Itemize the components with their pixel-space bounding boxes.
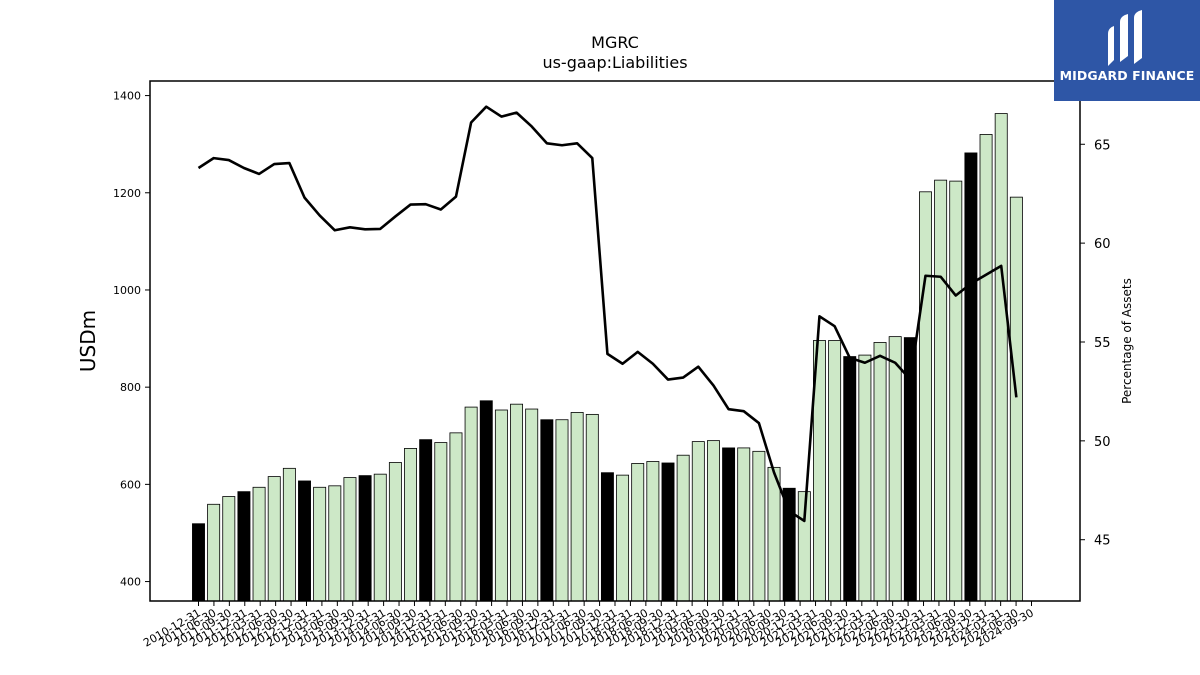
bar [782,487,796,602]
y-tick-label: 400 [120,576,141,589]
bar [691,441,705,602]
bar [555,419,569,602]
bar [752,450,766,602]
line-layer [197,105,1018,523]
y2-tick-label: 45 [1094,534,1111,549]
y2-tick-label: 60 [1094,237,1111,252]
bar [979,134,993,602]
bar [343,477,357,602]
bar [964,152,978,602]
bar [585,413,599,602]
bar [631,463,645,602]
bar [358,475,372,602]
left-axis: 400 600 800 1000 1200 1400 [113,90,150,589]
bar [388,462,402,602]
chart-title: MGRC [591,33,639,52]
bar [298,480,311,602]
bar [404,448,417,602]
bar [858,354,872,602]
bar [267,476,281,602]
bar [192,523,205,602]
bar [722,447,736,602]
bar [919,191,932,602]
y-tick-label: 600 [120,478,141,491]
bar [1009,196,1023,602]
bar [252,486,266,602]
bar [616,474,630,602]
bar [737,447,751,602]
bar [873,342,887,602]
y-tick-label: 1400 [113,90,141,103]
bar [510,403,524,602]
y-tick-label: 800 [120,381,141,394]
bar [934,179,948,602]
bar [570,412,584,602]
bar [600,472,614,602]
bar [661,462,675,602]
bar [222,496,236,602]
brand-logo: MIDGARD FINANCE [1054,0,1200,101]
bar [328,485,342,602]
right-axis: 45 50 55 60 65 [1080,138,1111,549]
bar [434,442,448,602]
bar [373,473,387,602]
bar [419,439,433,602]
bar [525,408,539,602]
bar [828,340,842,602]
bar [237,491,251,602]
bar [464,406,478,602]
bar [449,432,463,602]
brand-name: MIDGARD FINANCE [1059,68,1195,83]
bar [646,461,660,602]
bar [888,336,902,602]
bar [676,454,690,602]
bar [843,356,857,602]
bar [767,466,781,602]
bar [313,486,327,602]
bars-layer [192,113,1023,602]
y2-tick-label: 50 [1094,435,1111,450]
y-tick-label: 1000 [113,284,141,297]
y-axis-label: USDm [76,310,100,372]
y-tick-label: 1200 [113,187,141,200]
bar [494,409,508,602]
y2-tick-label: 55 [1094,336,1111,351]
bar [949,180,963,602]
bar [706,440,720,602]
bar [994,113,1008,602]
x-axis: 2010-12-312011-06-302011-09-302011-12-31… [141,601,1036,650]
bar [207,503,221,602]
bar [282,467,296,602]
bar [540,419,554,602]
brand-mark-icon [1108,10,1142,66]
series-line [197,105,1018,523]
y2-tick-label: 65 [1094,138,1111,153]
y2-axis-label: Percentage of Assets [1120,278,1134,404]
bar [479,400,493,602]
chart-subtitle: us-gaap:Liabilities [542,53,687,72]
